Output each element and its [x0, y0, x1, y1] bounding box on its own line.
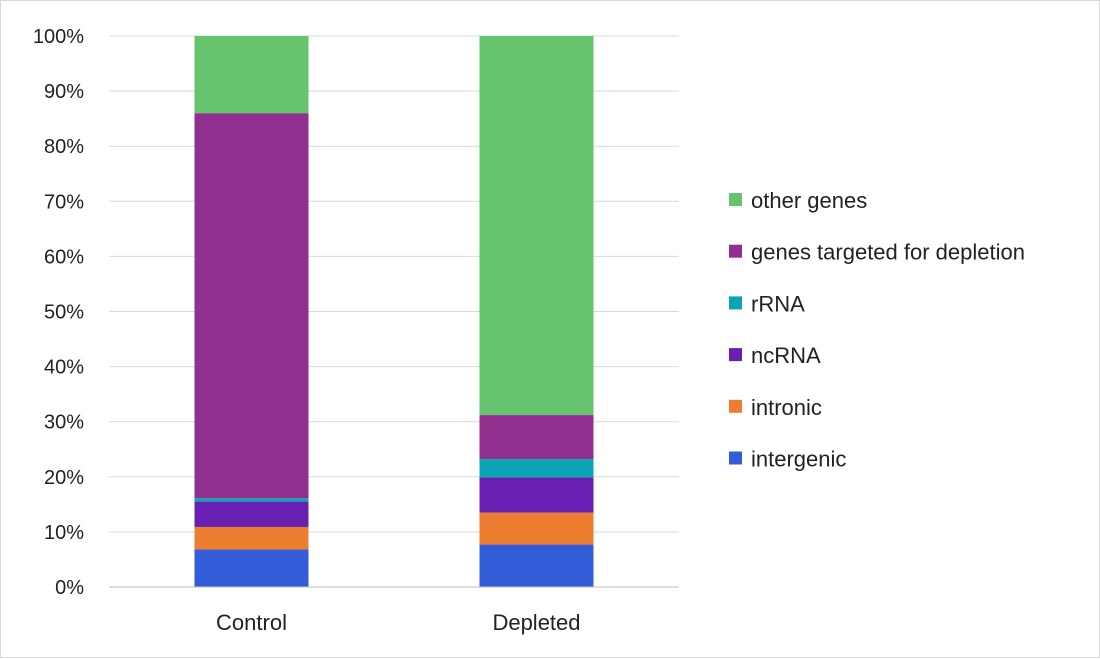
x-axis-category-labels: Control Depleted — [216, 610, 581, 635]
legend-label: other genes — [751, 188, 867, 213]
y-tick-label: 50% — [44, 302, 84, 324]
bars — [194, 36, 594, 587]
bar-segment-control-rrna — [194, 498, 309, 502]
y-tick-label: 70% — [44, 191, 84, 213]
bar-segment-control-intronic — [194, 526, 309, 550]
legend-label: ncRNA — [751, 343, 821, 368]
x-category-label: Depleted — [492, 610, 580, 635]
legend-label: intronic — [751, 395, 822, 420]
y-tick-label: 30% — [44, 412, 84, 434]
legend-swatch — [729, 193, 742, 206]
legend: other genes genes targeted for depletion r… — [729, 188, 1025, 472]
bar-segment-depleted-genes-targeted-for-depletion — [479, 415, 594, 460]
x-category-label: Control — [216, 610, 287, 635]
y-tick-label: 20% — [44, 467, 84, 489]
y-tick-label: 10% — [44, 522, 84, 544]
y-tick-label: 80% — [44, 136, 84, 158]
legend-swatch — [729, 296, 742, 310]
bar-segment-depleted-intergenic — [479, 544, 594, 587]
bar-segment-control-ncrna — [194, 501, 309, 527]
bar-segment-control-other-genes — [194, 36, 309, 114]
bar-segment-control-intergenic — [194, 549, 309, 587]
y-axis-tick-labels: 0% 10% 20% 30% 40% 50% 60% 70% 80% 90% 100% — [33, 26, 84, 599]
legend-swatch — [729, 244, 742, 258]
bar-segment-depleted-other-genes — [479, 36, 594, 416]
legend-label: genes targeted for depletion — [751, 240, 1025, 265]
legend-label: intergenic — [751, 447, 846, 472]
y-tick-label: 40% — [44, 357, 84, 379]
bar-segment-control-genes-targeted-for-depletion — [194, 113, 309, 499]
legend-label: rRNA — [751, 291, 805, 316]
bar-segment-depleted-intronic — [479, 512, 594, 545]
y-tick-label: 100% — [33, 26, 84, 48]
legend-swatch — [729, 399, 742, 413]
y-tick-label: 90% — [44, 81, 84, 103]
legend-swatch — [729, 451, 742, 465]
bar-segment-depleted-ncrna — [479, 477, 594, 513]
legend-swatch — [729, 348, 742, 362]
y-tick-label: 0% — [55, 577, 84, 599]
y-tick-label: 60% — [44, 246, 84, 268]
bar-segment-depleted-rrna — [479, 459, 594, 478]
